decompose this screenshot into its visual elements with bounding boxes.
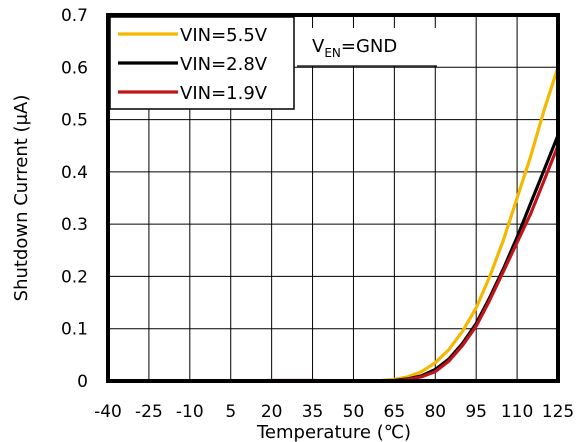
x-tick-label-4: 20 — [261, 402, 283, 422]
x-tick-label-9: 95 — [465, 402, 487, 422]
x-tick-label-10: 110 — [501, 402, 533, 422]
y-tick-label-3: 0.3 — [61, 215, 88, 235]
y-tick-label-4: 0.4 — [61, 163, 88, 183]
y-tick-label-1: 0.1 — [61, 320, 88, 340]
x-tick-labels: -40 -25 -10 5 20 35 50 65 80 95 110 125 — [94, 402, 574, 422]
legend-label-1: VIN=2.8V — [180, 54, 268, 75]
annotation-subscript: EN — [324, 46, 341, 60]
annotation-main: V — [312, 36, 325, 57]
y-tick-label-5: 0.5 — [61, 111, 88, 131]
series-line-2 — [106, 144, 560, 383]
annotation-rest: =GND — [341, 36, 397, 57]
annotation-box — [297, 28, 437, 66]
y-tick-labels: 0 0.1 0.2 0.3 0.4 0.5 0.6 0.7 — [61, 6, 88, 392]
y-tick-label-7: 0.7 — [61, 6, 88, 26]
x-tick-label-0: -40 — [94, 402, 122, 422]
legend-label-2: VIN=1.9V — [180, 83, 268, 104]
x-axis-title: Temperature (℃) — [256, 422, 411, 442]
x-tick-label-3: 5 — [225, 402, 236, 422]
x-tick-label-2: -10 — [176, 402, 204, 422]
y-tick-label-0: 0 — [77, 372, 88, 392]
annotation-ven-gnd: VEN=GND — [297, 28, 437, 67]
legend-label-0: VIN=5.5V — [180, 25, 268, 46]
x-tick-label-6: 50 — [343, 402, 365, 422]
plot-frame — [106, 13, 560, 383]
x-tick-label-7: 65 — [384, 402, 406, 422]
x-tick-label-8: 80 — [424, 402, 446, 422]
y-axis-title: Shutdown Current (μA) — [11, 95, 32, 302]
plot-border — [106, 13, 560, 383]
annotation-text: VEN=GND — [312, 36, 397, 60]
x-tick-label-11: 125 — [542, 402, 574, 422]
y-tick-label-2: 0.2 — [61, 267, 88, 287]
legend: VIN=5.5V VIN=2.8V VIN=1.9V — [109, 16, 295, 110]
x-tick-label-1: -25 — [135, 402, 163, 422]
y-tick-label-6: 0.6 — [61, 58, 88, 78]
x-tick-label-5: 35 — [302, 402, 324, 422]
